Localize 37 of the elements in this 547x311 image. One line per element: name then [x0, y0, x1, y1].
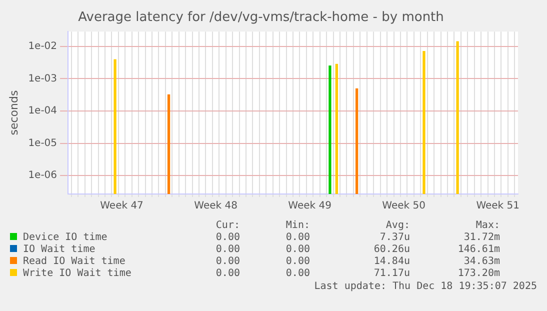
y-axis-title: seconds — [7, 90, 20, 136]
text: Last update: Thu Dec 18 19:35:07 2025 — [314, 281, 537, 292]
legend-label: Read IO Wait time — [22, 256, 126, 268]
text: Max: — [474, 220, 500, 232]
text: 0.00 — [284, 244, 310, 256]
text: 71.17u — [372, 268, 410, 280]
text: 0.00 — [214, 244, 240, 256]
chart-title: Average latency for /dev/vg-vms/track-home - by month — [78, 10, 444, 26]
text: 34.63m — [462, 256, 500, 268]
x-tick-label: Week 51 — [476, 200, 520, 212]
legend-label: Write IO Wait time — [22, 268, 132, 280]
text: 0.00 — [214, 232, 240, 244]
y-tick-label: 1e-05 — [28, 138, 58, 149]
x-tick-label: Week 50 — [382, 200, 426, 212]
text: 7.37u — [378, 232, 410, 244]
text: 0.00 — [284, 268, 310, 280]
x-tick-label: Week 48 — [194, 200, 238, 212]
text: 0.00 — [284, 232, 310, 244]
x-tick-label: Week 49 — [288, 200, 332, 212]
text: 31.72m — [462, 232, 500, 244]
x-tick-label: Week 47 — [100, 200, 144, 212]
text: Cur: — [214, 220, 240, 232]
text: Min: — [284, 220, 310, 232]
text: 14.84u — [372, 256, 410, 268]
legend-label: IO Wait time — [22, 244, 96, 256]
y-tick-label: 1e-02 — [28, 40, 58, 52]
text: 146.61m — [456, 244, 500, 256]
text: 0.00 — [284, 256, 310, 268]
y-tick-label: 1e-06 — [28, 170, 58, 182]
y-tick-label: 1e-03 — [28, 73, 58, 84]
text: Avg: — [384, 220, 410, 232]
legend-label: Device IO time — [22, 232, 108, 244]
text: 0.00 — [214, 268, 240, 280]
text: 60.26u — [372, 244, 410, 256]
text: 0.00 — [214, 256, 240, 268]
text: 173.20m — [456, 268, 500, 280]
y-tick-label: 1e-04 — [28, 106, 58, 117]
